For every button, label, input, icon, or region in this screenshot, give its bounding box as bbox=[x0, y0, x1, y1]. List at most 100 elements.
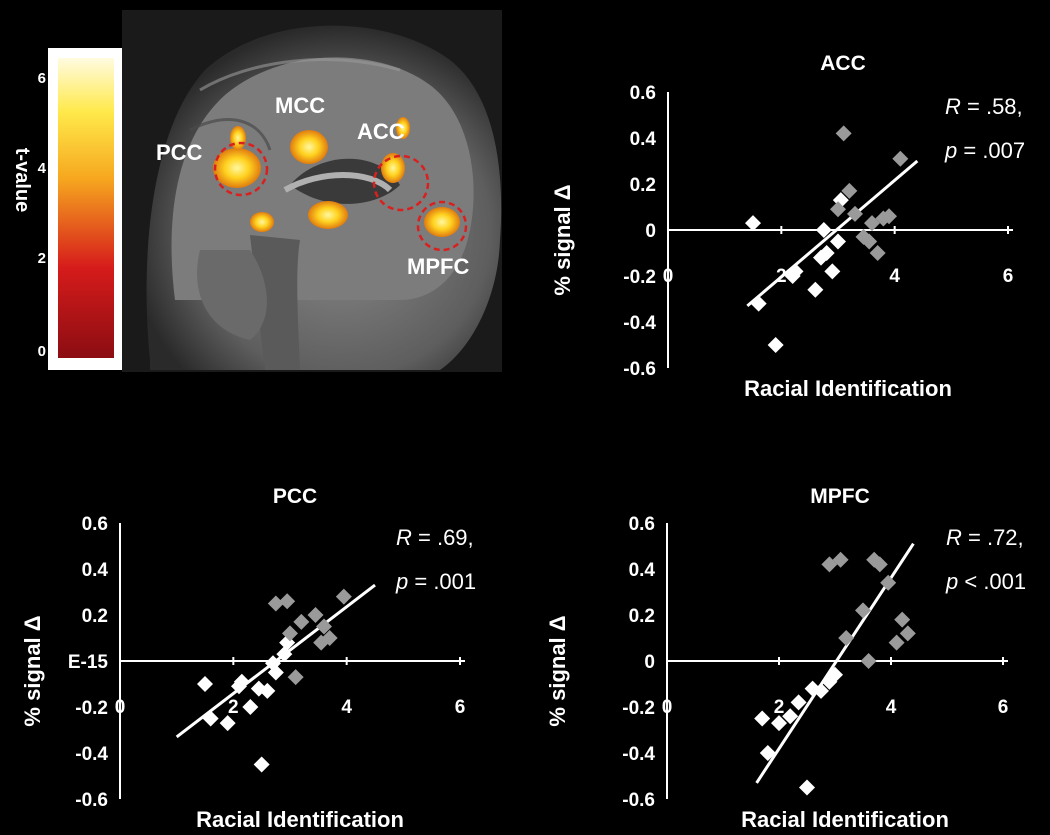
y-tick-label: E-15 bbox=[68, 652, 109, 673]
data-point bbox=[847, 205, 863, 222]
data-point bbox=[838, 630, 855, 646]
data-point bbox=[894, 611, 911, 628]
data-point bbox=[242, 699, 259, 715]
data-point bbox=[787, 263, 804, 280]
data-point bbox=[313, 634, 330, 651]
data-point bbox=[881, 208, 897, 225]
data-point bbox=[821, 556, 838, 573]
x-tick-label: 2 bbox=[774, 697, 785, 718]
data-point bbox=[233, 673, 250, 690]
stat-r: R = .58, bbox=[945, 94, 1023, 119]
data-point bbox=[813, 682, 829, 699]
colorbar-label: t-value bbox=[11, 148, 33, 212]
chart-mpfc: MPFC 0.6 0.4 0.2 0 -0.2 -0.4 -0.6 0 2 4 6 Racial Ide… bbox=[525, 465, 1050, 832]
data-point bbox=[888, 634, 905, 651]
y-tick-label: 0.2 bbox=[629, 606, 655, 627]
stat-p-value: = .001 bbox=[408, 569, 476, 594]
data-point bbox=[861, 233, 878, 250]
y-tick-label: -0.2 bbox=[623, 267, 656, 288]
data-point bbox=[841, 182, 858, 199]
x-tick-label: 6 bbox=[998, 697, 1009, 718]
data-point bbox=[335, 588, 352, 605]
y-tick-label: 0.6 bbox=[82, 514, 108, 535]
region-label-acc: ACC bbox=[357, 119, 405, 144]
data-point bbox=[824, 263, 841, 280]
y-tick-label: -0.4 bbox=[75, 744, 108, 765]
y-tick-label: -0.6 bbox=[623, 359, 656, 380]
data-point bbox=[321, 630, 338, 646]
data-point bbox=[276, 646, 293, 663]
stat-r-value: = .72, bbox=[962, 525, 1024, 550]
x-tick-label: 4 bbox=[889, 266, 900, 287]
y-tick-label: -0.4 bbox=[622, 744, 655, 765]
y-tick-label: 0.6 bbox=[629, 514, 655, 535]
data-point bbox=[307, 607, 324, 623]
data-point bbox=[818, 245, 835, 261]
data-point bbox=[253, 756, 270, 773]
x-axis-label: Racial Identification bbox=[741, 807, 949, 830]
data-point bbox=[892, 150, 909, 167]
data-point bbox=[771, 715, 787, 732]
x-tick-label: 0 bbox=[663, 266, 674, 287]
brain-figure: PCC MCC ACC MPFC 6 4 2 0 t-value bbox=[11, 10, 502, 372]
x-tick-label: 4 bbox=[341, 697, 352, 718]
data-point bbox=[267, 595, 284, 612]
data-point bbox=[219, 715, 236, 732]
y-tick-label: -0.2 bbox=[622, 698, 655, 719]
stat-r-symbol: R bbox=[945, 94, 961, 119]
data-point bbox=[197, 676, 213, 692]
y-tick-label: 0.4 bbox=[630, 129, 657, 150]
y-axis-label: % signal Δ bbox=[550, 184, 575, 295]
stat-r: R = .72, bbox=[946, 525, 1024, 550]
data-point bbox=[202, 710, 219, 727]
x-tick-label: 0 bbox=[662, 697, 673, 718]
data-point bbox=[316, 618, 332, 635]
data-point bbox=[782, 708, 799, 725]
data-point bbox=[282, 625, 298, 642]
stat-p-symbol: p bbox=[945, 569, 958, 594]
data-point bbox=[807, 281, 824, 298]
data-point bbox=[835, 125, 852, 142]
stat-p-value: = .007 bbox=[957, 138, 1025, 163]
region-label-mpfc: MPFC bbox=[407, 254, 469, 279]
chart-title: MPFC bbox=[810, 485, 870, 508]
y-tick-label: -0.2 bbox=[75, 698, 108, 719]
chart-title: PCC bbox=[273, 485, 317, 508]
x-tick-label: 6 bbox=[1003, 266, 1014, 287]
data-point bbox=[830, 233, 846, 250]
stat-p: p = .001 bbox=[395, 569, 476, 594]
data-point bbox=[293, 613, 310, 630]
colorbar-gradient bbox=[58, 58, 114, 358]
y-axis-label: % signal Δ bbox=[545, 615, 570, 726]
y-tick-label: 0.2 bbox=[630, 175, 656, 196]
region-label-mcc: MCC bbox=[275, 93, 325, 118]
stat-p-value: < .001 bbox=[958, 569, 1026, 594]
data-point bbox=[759, 745, 776, 761]
data-point bbox=[799, 779, 815, 796]
colorbar: 6 4 2 0 t-value bbox=[11, 48, 122, 370]
x-tick-label: 4 bbox=[886, 697, 897, 718]
y-tick-label: 0 bbox=[644, 652, 655, 673]
y-axis-label: % signal Δ bbox=[20, 615, 45, 726]
roi-circle-pcc bbox=[213, 141, 269, 197]
data-point bbox=[830, 201, 846, 218]
data-point bbox=[265, 655, 281, 672]
stat-r-value: = .58, bbox=[961, 94, 1023, 119]
colorbar-tick: 2 bbox=[38, 250, 46, 267]
y-tick-label: 0.4 bbox=[629, 560, 656, 581]
colorbar-tick: 0 bbox=[38, 343, 46, 360]
data-point bbox=[259, 682, 276, 699]
data-point bbox=[821, 673, 838, 690]
x-tick-label: 0 bbox=[115, 697, 126, 718]
scatter-svg: MPFC 0.6 0.4 0.2 0 -0.2 -0.4 -0.6 0 2 4 6 Racial Ide… bbox=[545, 485, 1026, 832]
data-point bbox=[279, 593, 296, 610]
chart-title: ACC bbox=[820, 52, 866, 75]
data-point bbox=[745, 215, 761, 232]
data-point bbox=[880, 574, 897, 591]
data-point bbox=[827, 666, 843, 683]
brain-panel: PCC MCC ACC MPFC 6 4 2 0 t-value bbox=[0, 0, 520, 380]
stat-p-symbol: p bbox=[395, 569, 408, 594]
x-axis-label: Racial Identification bbox=[744, 376, 952, 401]
